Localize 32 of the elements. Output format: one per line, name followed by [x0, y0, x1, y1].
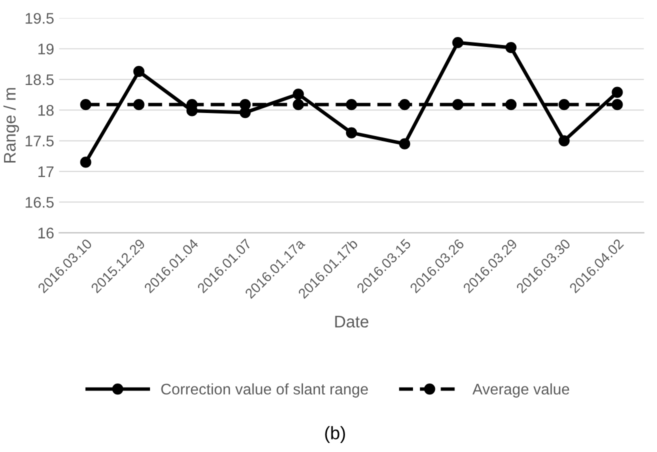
text: (b)	[325, 426, 345, 443]
point	[558, 135, 570, 146]
point	[292, 99, 304, 110]
y-tick-label: 16.5	[26, 196, 54, 208]
y-tick-label: 18.5	[26, 74, 54, 86]
point	[133, 66, 144, 78]
point	[505, 42, 517, 54]
point	[292, 88, 304, 100]
y-tick-label: 17.5	[26, 136, 54, 146]
point	[399, 99, 410, 110]
y-axis-title: Range / m	[3, 88, 19, 163]
point	[399, 138, 410, 150]
point	[452, 99, 464, 110]
point	[612, 86, 623, 98]
legend-label: Average value	[472, 383, 570, 398]
y-tick-label: 19	[38, 44, 54, 54]
point	[80, 99, 92, 110]
point	[133, 99, 144, 110]
point	[346, 99, 358, 110]
y-tick-label: 18	[38, 104, 54, 116]
point	[346, 127, 358, 138]
legend-label: Correction value of slant range	[161, 383, 368, 398]
y-tick-label: 19.5	[26, 12, 54, 24]
point	[240, 99, 251, 110]
x-axis-title: Date	[335, 316, 368, 328]
y-tick-label: 17	[38, 166, 54, 177]
y-tick-label: 16	[38, 228, 54, 238]
point	[505, 99, 517, 110]
point	[558, 99, 570, 110]
point	[452, 37, 464, 48]
point	[612, 99, 623, 110]
point	[80, 156, 92, 168]
